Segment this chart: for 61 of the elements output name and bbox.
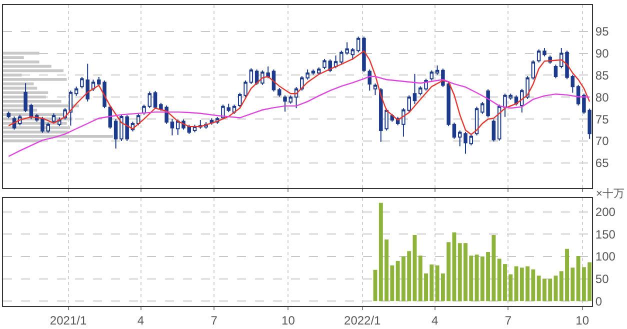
candlestick [492,119,496,142]
y-tick-label: 90 [595,46,610,60]
candlestick [536,48,541,63]
candlestick [153,90,158,110]
y-tick-label: 50 [595,272,610,286]
y-tick-label: 75 [595,112,610,126]
candlestick [176,119,180,136]
candlestick [24,82,28,113]
candlestick [311,69,316,76]
candlestick [148,90,152,109]
candlestick [6,111,11,119]
y-tick-label: 100 [595,250,616,264]
y-tick-label: 150 [595,227,616,242]
y-tick-label: 85 [595,68,610,82]
candlestick [464,131,468,154]
candlestick [322,58,326,70]
candlestick [452,122,456,140]
candlestick [277,87,282,98]
candlestick [288,94,293,104]
y-tick-label: 65 [595,156,610,170]
candlestick [570,74,575,94]
candlestick [531,60,536,80]
candlestick [412,73,417,105]
y-axis-title: ×十万 [596,187,624,200]
y-tick-label: 0 [595,294,602,308]
y-tick-label: 95 [595,24,610,39]
candlestick [368,69,372,92]
candlestick [68,90,73,126]
candlestick [356,36,360,53]
candlestick [74,86,78,96]
x-tick-label: 7 [210,313,218,328]
candlestick [136,113,140,126]
x-tick-label: 10 [576,313,590,328]
candlestick [542,48,546,57]
x-tick-label: 7 [504,313,512,328]
candlestick [114,118,118,149]
candlestick [458,130,462,147]
candlestick [435,65,440,76]
x-tick-label: 4 [137,313,144,328]
line-series [8,76,590,157]
candlestick [170,118,174,136]
x-tick-label: 4 [432,313,439,328]
candlestick [554,64,558,79]
y-tick-label: 70 [595,134,610,148]
y-tick-label: 80 [595,90,610,104]
line-series [8,50,590,136]
x-tick-label: 10 [282,313,296,328]
y-tick-label: 200 [595,205,616,220]
candlestick [58,116,62,127]
candlestick [469,134,474,146]
candlestick [430,70,434,81]
candlestick [249,68,254,84]
candlestick [350,48,355,60]
candlestick [52,112,56,124]
candlestick [283,94,287,112]
candlestick [362,36,366,73]
x-tick-label: 2021/1 [50,313,87,328]
candlestick [334,54,338,69]
candlestick [142,104,146,116]
x-tick-label: 2022/1 [344,313,382,328]
candlestick [373,83,378,96]
